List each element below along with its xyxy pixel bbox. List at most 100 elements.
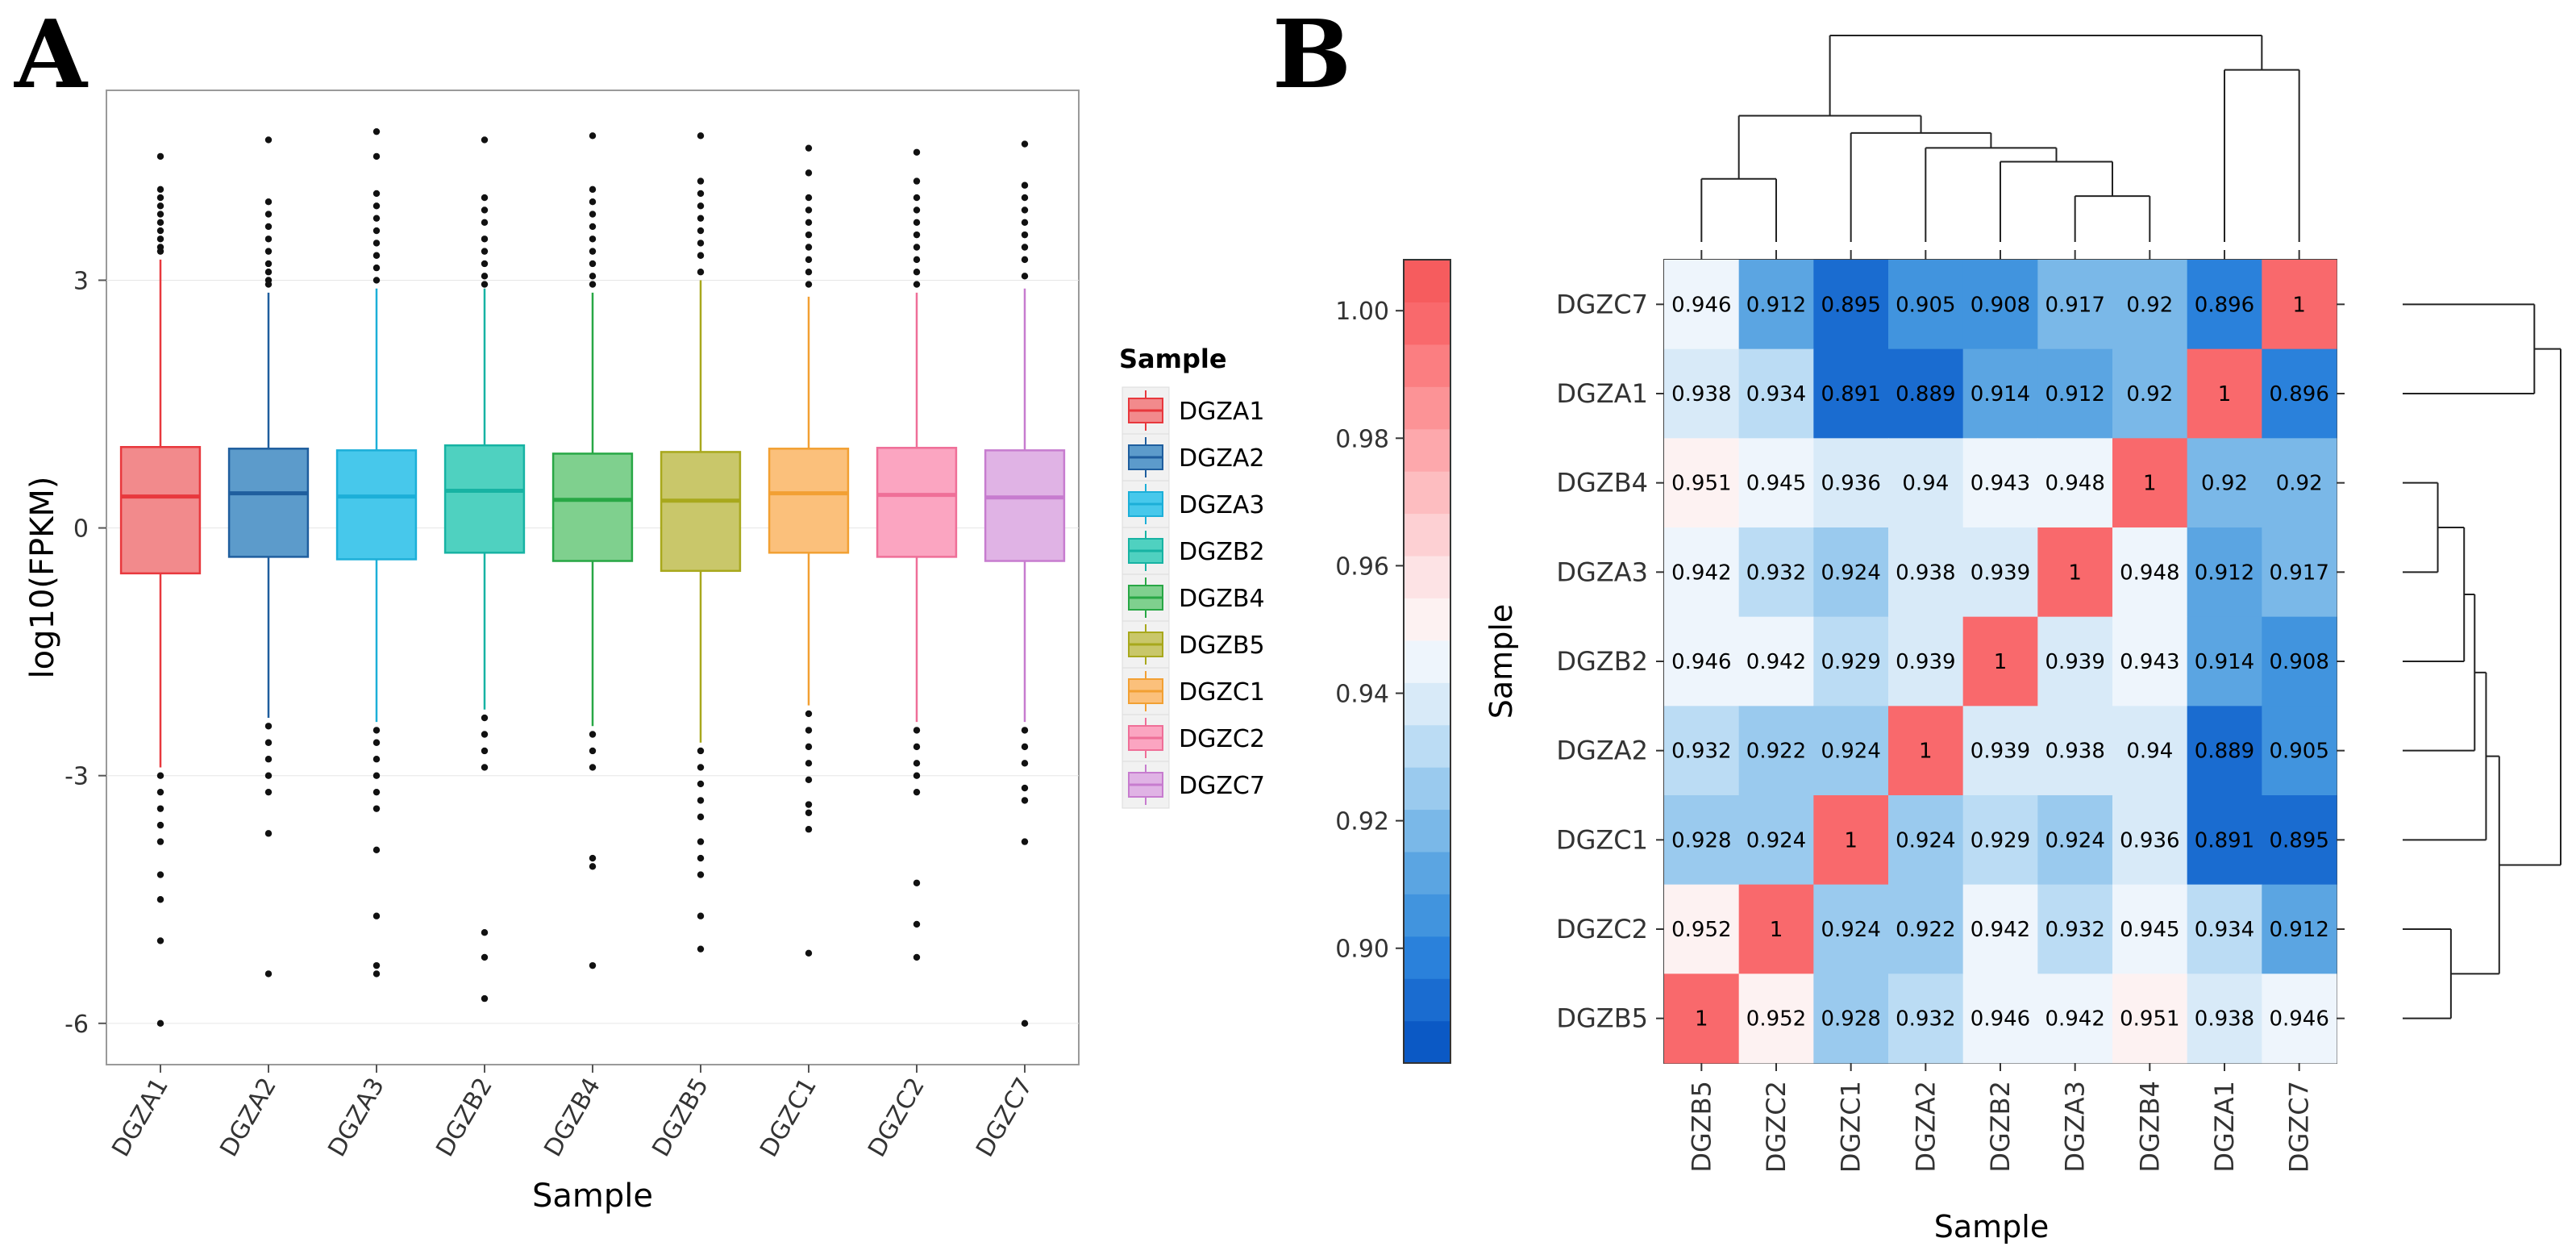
- box-outlier-point: [589, 764, 597, 771]
- box-outlier-point: [156, 219, 164, 226]
- heatmap-cell: [1888, 348, 1964, 439]
- box-outlier-point: [481, 273, 489, 280]
- colorbar-swatch: [1404, 344, 1450, 387]
- heatmap-cell-label: 0.922: [1896, 918, 1955, 942]
- box-body: [119, 446, 202, 575]
- legend-label: DGZA1: [1179, 398, 1265, 426]
- heatmap-cell-label: 0.895: [1821, 293, 1880, 317]
- colorbar-swatch: [1404, 471, 1450, 515]
- heatmap-cell: [2187, 348, 2262, 439]
- box-outlier-point: [481, 219, 489, 226]
- heatmap-cell-label: 0.929: [1970, 828, 2030, 853]
- box-outlier-point: [805, 949, 813, 957]
- colorbar-swatch: [1404, 302, 1450, 345]
- boxplot-boxes: [119, 127, 1066, 1028]
- box-outlier-point: [589, 747, 597, 755]
- box-outlier-point: [697, 252, 705, 259]
- box-outlier-point: [913, 879, 921, 886]
- heatmap-cell-label: 0.945: [1746, 472, 1806, 496]
- heatmap-cell: [2262, 527, 2337, 618]
- heatmap-cell: [1813, 348, 1889, 439]
- box-outlier-point: [913, 953, 921, 961]
- box-outlier-point: [697, 764, 705, 771]
- colorbar-swatch: [1404, 894, 1450, 937]
- heatmap-cell-label: 0.891: [1821, 382, 1880, 406]
- heatmap-cell-label: 0.942: [1671, 561, 1731, 585]
- heatmap-cell-label: 0.92: [2126, 382, 2173, 406]
- box-outlier-point: [372, 190, 381, 198]
- heatmap-cell: [2187, 616, 2262, 707]
- boxplot-x-tick-label: DGZC7: [971, 1073, 1038, 1162]
- colorbar-swatch: [1404, 386, 1450, 430]
- heatmap-cell-label: 0.945: [2120, 918, 2179, 942]
- heatmap-cell: [1738, 348, 1814, 439]
- heatmap-cell: [1962, 616, 2038, 707]
- heatmap-cells: 0.946 0.912 0.895 0.905 0.908 0.917 0.92 0.896 1…: [1664, 260, 2337, 1064]
- heatmap-cell: [2112, 884, 2188, 974]
- box-outlier-point: [372, 127, 381, 135]
- box-outlier-point: [156, 871, 164, 878]
- heatmap-cell-label: 0.938: [2195, 1007, 2254, 1032]
- heatmap-cell: [1888, 260, 1964, 350]
- heatmap-cell: [1888, 438, 1964, 528]
- boxplot-x-tick-label: DGZB2: [431, 1073, 498, 1162]
- box-outlier-point: [264, 281, 273, 288]
- box-outlier-point: [372, 240, 381, 247]
- heatmap-cell: [1664, 438, 1740, 528]
- box-outlier-point: [805, 801, 813, 808]
- heatmap-cell: [2262, 884, 2337, 974]
- box-outlier-point: [481, 764, 489, 771]
- heatmap-cell-label: 0.922: [1746, 740, 1806, 764]
- box-outlier-point: [697, 813, 705, 821]
- box-outlier-point: [805, 281, 813, 288]
- box-outlier-point: [805, 219, 813, 226]
- box-outlier-point: [913, 269, 921, 276]
- legend-label: DGZB5: [1179, 632, 1265, 660]
- heatmap-column-label: DGZC2: [1761, 1081, 1792, 1173]
- heatmap-cell-label: 1: [1994, 650, 2008, 674]
- box-outlier-point: [264, 136, 273, 144]
- heatmap-cell-label: 0.896: [2195, 293, 2254, 317]
- box-dgza3: [335, 127, 418, 978]
- colorbar-tick-label: 0.90: [1335, 936, 1389, 964]
- box-outlier-point: [589, 211, 597, 218]
- heatmap-cell: [2187, 438, 2262, 528]
- panel-b-letter: B: [1272, 0, 1351, 110]
- box-outlier-point: [481, 953, 489, 961]
- box-outlier-point: [589, 198, 597, 206]
- heatmap-cell: [2187, 884, 2262, 974]
- box-outlier-point: [913, 772, 921, 779]
- boxplot-y-ticks: 3 0 -3 -6: [65, 267, 106, 1039]
- heatmap-cell-label: 0.943: [2120, 650, 2179, 674]
- heatmap-cell: [1962, 348, 2038, 439]
- heatmap-cell-label: 0.905: [2269, 740, 2328, 764]
- box-outlier-point: [805, 809, 813, 816]
- heatmap-cell-label: 0.92: [2201, 472, 2248, 496]
- box-dgza1: [119, 152, 202, 1028]
- heatmap-row-label: DGZA2: [1556, 736, 1648, 766]
- colorbar-swatch: [1404, 1020, 1450, 1064]
- box-outlier-point: [481, 281, 489, 288]
- box-outlier-point: [805, 256, 813, 264]
- box-outlier-point: [264, 739, 273, 746]
- heatmap-cell: [2037, 973, 2113, 1064]
- box-outlier-point: [589, 281, 597, 288]
- box-outlier-point: [156, 788, 164, 796]
- heatmap-cell: [1738, 795, 1814, 886]
- heatmap-row-label: DGZB5: [1556, 1003, 1648, 1034]
- box-outlier-point: [697, 797, 705, 804]
- box-dgzb2: [443, 136, 526, 1003]
- heatmap-cell-label: 0.912: [2195, 561, 2254, 585]
- heatmap-cell-label: 0.94: [1902, 472, 1949, 496]
- boxplot-panel: 30-3-6 DGZA1 DGZA2 DGZA3 DGZB2 DGZB4 DGZB5 DGZ…: [24, 90, 1265, 1215]
- heatmap-cell: [1738, 260, 1814, 350]
- box-outlier-point: [156, 896, 164, 903]
- box-body: [227, 448, 310, 558]
- heatmap-cell: [2187, 795, 2262, 886]
- box-outlier-point: [1021, 231, 1029, 239]
- heatmap-cell-label: 0.946: [1671, 293, 1731, 317]
- heatmap-cell-label: 1: [1770, 918, 1783, 942]
- heatmap-cell-label: 0.94: [2126, 740, 2173, 764]
- colorbar-swatch: [1404, 428, 1450, 472]
- box-outlier-point: [697, 202, 705, 210]
